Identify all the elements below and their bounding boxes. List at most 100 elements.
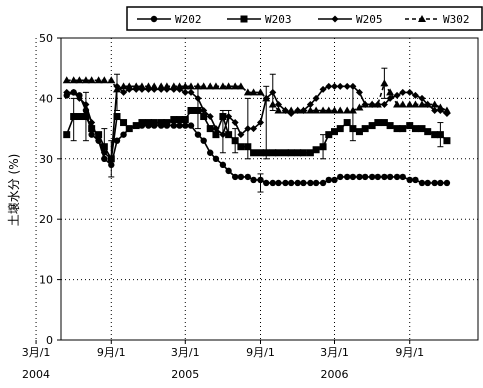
data-point-w203 <box>313 146 320 153</box>
data-point-w203 <box>275 149 282 156</box>
data-point-w202 <box>120 131 126 137</box>
data-point-w202 <box>419 180 425 186</box>
data-point-w202 <box>108 162 114 168</box>
y-axis-label: 土壌水分 (%) <box>7 154 21 227</box>
data-point-w302 <box>399 100 407 107</box>
data-point-w203 <box>82 113 89 120</box>
x-tick-label: 9月/1 <box>97 346 126 359</box>
data-point-w202 <box>263 180 269 186</box>
data-point-w202 <box>171 122 177 128</box>
data-point-w202 <box>326 177 332 183</box>
data-point-w203 <box>114 113 121 120</box>
data-point-w203 <box>263 149 270 156</box>
data-point-w203 <box>250 149 257 156</box>
data-point-w302 <box>150 82 158 89</box>
data-point-w203 <box>443 137 450 144</box>
data-point-w202 <box>362 174 368 180</box>
data-point-w202 <box>83 107 89 113</box>
data-point-w203 <box>76 113 83 120</box>
data-point-w202 <box>225 168 231 174</box>
x-axis-ticks: 3月/120049月/1 3月/120059月/1 3月/120069月/1 <box>22 340 424 381</box>
data-point-w205 <box>337 83 344 90</box>
data-point-w302 <box>380 79 388 86</box>
data-point-w202 <box>344 174 350 180</box>
data-point-w202 <box>176 122 182 128</box>
data-point-w203 <box>126 125 133 132</box>
data-point-w202 <box>213 156 219 162</box>
data-point-w202 <box>331 177 337 183</box>
x-year-label: 2004 <box>22 368 50 381</box>
data-point-w202 <box>114 137 120 143</box>
y-tick-label: 50 <box>39 32 53 45</box>
data-point-w203 <box>237 143 244 150</box>
data-point-w203 <box>188 107 195 114</box>
legend-label-w205: W205 <box>356 13 383 26</box>
y-axis-ticks: 01020304050 <box>39 32 61 347</box>
x-tick-label: 3月/1 <box>320 346 349 359</box>
data-point-w202 <box>232 174 238 180</box>
y-tick-label: 10 <box>39 274 53 287</box>
data-point-w203 <box>63 131 70 138</box>
data-point-w202 <box>425 180 431 186</box>
y-tick-label: 20 <box>39 213 53 226</box>
data-point-w202 <box>101 156 107 162</box>
data-point-w302 <box>336 106 344 113</box>
x-tick-label: 9月/1 <box>246 346 275 359</box>
data-point-w203 <box>424 128 431 135</box>
data-point-w202 <box>350 174 356 180</box>
data-point-w203 <box>288 149 295 156</box>
y-tick-label: 30 <box>39 153 53 166</box>
data-point-w202 <box>182 122 188 128</box>
data-point-w203 <box>300 149 307 156</box>
data-point-w202 <box>412 177 418 183</box>
data-point-w202 <box>307 180 313 186</box>
data-point-w203 <box>244 143 251 150</box>
data-point-w202 <box>220 162 226 168</box>
grid-lines <box>36 38 478 340</box>
data-point-w205 <box>394 92 401 99</box>
data-point-w202 <box>356 174 362 180</box>
x-year-label: 2005 <box>171 368 199 381</box>
data-point-w203 <box>95 131 102 138</box>
data-point-w202 <box>381 174 387 180</box>
data-point-w202 <box>400 174 406 180</box>
data-point-w202 <box>295 180 301 186</box>
x-tick-label: 3月/1 <box>171 346 200 359</box>
data-point-w302 <box>386 88 394 95</box>
y-tick-label: 40 <box>39 92 53 105</box>
legend-label-w202: W202 <box>175 13 202 26</box>
data-point-w202 <box>282 180 288 186</box>
data-point-w203 <box>212 131 219 138</box>
data-point-w202 <box>88 131 94 137</box>
data-point-w205 <box>412 92 419 99</box>
data-point-w202 <box>313 180 319 186</box>
data-point-w202 <box>437 180 443 186</box>
legend-marker-w202 <box>151 16 157 22</box>
data-point-w202 <box>195 131 201 137</box>
data-point-w203 <box>88 125 95 132</box>
data-point-w202 <box>250 177 256 183</box>
legend-marker-w203 <box>241 16 248 23</box>
data-point-w202 <box>375 174 381 180</box>
data-point-w202 <box>207 150 213 156</box>
data-point-w203 <box>120 119 127 126</box>
data-point-w202 <box>337 174 343 180</box>
data-point-w203 <box>151 119 158 126</box>
x-tick-label: 3月/1 <box>22 346 51 359</box>
legend: W202 W203 W205 W302 <box>127 7 482 30</box>
data-point-w203 <box>399 125 406 132</box>
data-point-w203 <box>437 131 444 138</box>
data-point-w202 <box>300 180 306 186</box>
data-point-w202 <box>431 180 437 186</box>
data-point-w203 <box>138 119 145 126</box>
data-point-w202 <box>444 180 450 186</box>
data-point-w203 <box>337 125 344 132</box>
data-point-w203 <box>362 125 369 132</box>
data-point-w202 <box>394 174 400 180</box>
data-point-w203 <box>344 119 351 126</box>
data-point-w202 <box>270 180 276 186</box>
data-point-w202 <box>288 180 294 186</box>
data-point-w202 <box>238 174 244 180</box>
data-point-w202 <box>407 177 413 183</box>
